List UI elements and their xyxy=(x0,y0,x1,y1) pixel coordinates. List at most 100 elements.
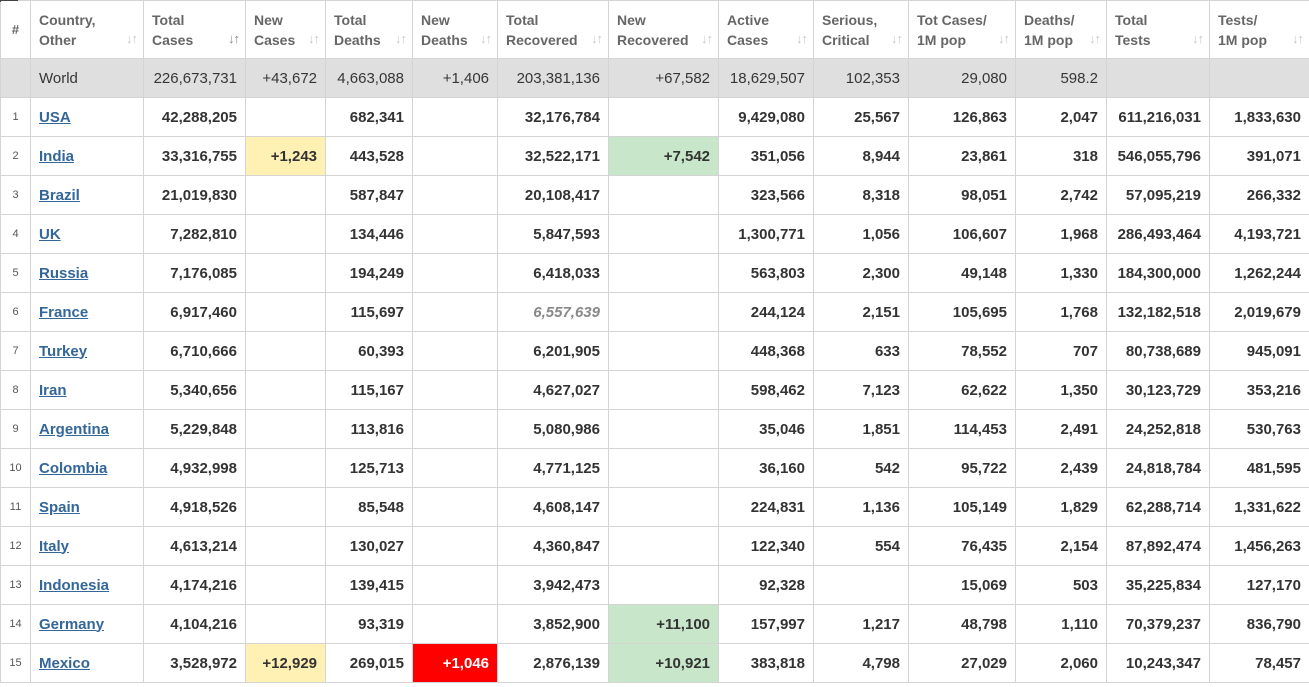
cell-tests-per-m: 266,332 xyxy=(1209,175,1309,215)
cell-total-recovered: 3,942,473 xyxy=(497,565,609,605)
column-header-label: New xyxy=(254,11,283,28)
cell-total-cases: 4,174,216 xyxy=(143,565,246,605)
cell-total-recovered: 4,771,125 xyxy=(497,448,609,488)
column-header-total-cases[interactable]: Total Cases ↓↑ xyxy=(143,0,246,59)
cell-tests-per-m xyxy=(1209,58,1309,98)
column-header-cases-per-million[interactable]: Tot Cases/1M pop ↓↑ xyxy=(908,0,1016,59)
cell-new-deaths xyxy=(412,604,498,644)
cell-deaths-per-m: 1,968 xyxy=(1015,214,1107,254)
sort-arrows-icon[interactable]: ↓↑ xyxy=(1192,31,1204,46)
cell-deaths-per-m: 1,768 xyxy=(1015,292,1107,332)
column-header-new-recovered[interactable]: New Recovered ↓↑ xyxy=(608,0,719,59)
cell-active-cases: 563,803 xyxy=(718,253,814,293)
cell-new-cases xyxy=(245,526,326,566)
cell-total-cases: 7,176,085 xyxy=(143,253,246,293)
cell-rank: 1 xyxy=(0,97,31,137)
cell-deaths-per-m: 2,060 xyxy=(1015,643,1107,683)
cell-tests-per-m: 353,216 xyxy=(1209,370,1309,410)
table-row: 6 France 6,917,460 115,697 6,557,639 244,124 2… xyxy=(0,292,1309,332)
cell-serious: 1,851 xyxy=(813,409,909,449)
column-header-country[interactable]: Country, Other ↓↑ xyxy=(30,0,144,59)
table-row: 14 Germany 4,104,216 93,319 3,852,900 +11,100… xyxy=(0,604,1309,644)
cell-total-cases: 33,316,755 xyxy=(143,136,246,176)
table-row: 5 Russia 7,176,085 194,249 6,418,033 563,803 2… xyxy=(0,253,1309,293)
cell-total-cases: 3,528,972 xyxy=(143,643,246,683)
cell-serious: 4,798 xyxy=(813,643,909,683)
country-link[interactable]: France xyxy=(39,303,89,321)
column-header-serious-critical[interactable]: Serious, Critical ↓↑ xyxy=(813,0,909,59)
cell-tests-per-m: 481,595 xyxy=(1209,448,1309,488)
cell-cases-per-m: 27,029 xyxy=(908,643,1016,683)
table-row: 7 Turkey 6,710,666 60,393 6,201,905 448,368 63… xyxy=(0,331,1309,371)
cell-active-cases: 122,340 xyxy=(718,526,814,566)
country-link[interactable]: Spain xyxy=(39,498,80,516)
cell-rank: 4 xyxy=(0,214,31,254)
cell-total-cases: 42,288,205 xyxy=(143,97,246,137)
country-link[interactable]: Colombia xyxy=(39,459,108,477)
country-link[interactable]: Russia xyxy=(39,264,89,282)
column-header-deaths-per-million[interactable]: Deaths/1M pop ↓↑ xyxy=(1015,0,1107,59)
cell-total-deaths: 113,816 xyxy=(325,409,413,449)
column-header-tests-per-million[interactable]: Tests/1M pop ↓↑ xyxy=(1209,0,1309,59)
sort-arrows-icon[interactable]: ↓↑ xyxy=(701,31,713,46)
column-header-total-tests[interactable]: Total Tests ↓↑ xyxy=(1106,0,1210,59)
cell-new-deaths: +1,406 xyxy=(412,58,498,98)
column-header-label: New xyxy=(421,11,450,28)
sort-arrows-icon[interactable]: ↓↑ xyxy=(998,31,1010,46)
country-link[interactable]: Iran xyxy=(39,381,67,399)
cell-rank: 14 xyxy=(0,604,31,644)
sort-arrows-icon[interactable]: ↓↑ xyxy=(126,31,138,46)
country-link[interactable]: Argentina xyxy=(39,420,110,438)
cell-tests-per-m: 2,019,679 xyxy=(1209,292,1309,332)
sort-arrows-icon[interactable]: ↓↑ xyxy=(1089,31,1101,46)
cell-total-deaths: 130,027 xyxy=(325,526,413,566)
cell-total-deaths: 269,015 xyxy=(325,643,413,683)
column-header-total-deaths[interactable]: Total Deaths ↓↑ xyxy=(325,0,413,59)
sort-arrows-icon[interactable]: ↓↑ xyxy=(1292,31,1304,46)
sort-arrows-icon[interactable]: ↓↑ xyxy=(591,31,603,46)
column-header-active-cases[interactable]: Active Cases ↓↑ xyxy=(718,0,814,59)
country-link[interactable]: Brazil xyxy=(39,186,80,204)
country-link[interactable]: Mexico xyxy=(39,654,90,672)
country-link[interactable]: USA xyxy=(39,108,71,126)
cell-new-recovered xyxy=(608,487,719,527)
sort-arrows-icon[interactable]: ↓↑ xyxy=(228,31,240,46)
country-link[interactable]: Italy xyxy=(39,537,70,555)
cell-serious: 633 xyxy=(813,331,909,371)
cell-country: India xyxy=(30,136,144,176)
cell-total-tests: 62,288,714 xyxy=(1106,487,1210,527)
sort-arrows-icon[interactable]: ↓↑ xyxy=(480,31,492,46)
cell-country: Germany xyxy=(30,604,144,644)
cell-tests-per-m: 4,193,721 xyxy=(1209,214,1309,254)
column-header-new-deaths[interactable]: New Deaths ↓↑ xyxy=(412,0,498,59)
sort-arrows-icon[interactable]: ↓↑ xyxy=(308,31,320,46)
cell-total-tests: 24,818,784 xyxy=(1106,448,1210,488)
column-header-label: Deaths xyxy=(421,31,468,48)
cell-rank: 2 xyxy=(0,136,31,176)
column-header-label: Critical xyxy=(822,31,870,48)
cell-new-cases xyxy=(245,175,326,215)
column-header-label: Deaths xyxy=(334,31,381,48)
cell-total-deaths: 587,847 xyxy=(325,175,413,215)
cell-new-deaths xyxy=(412,253,498,293)
country-link[interactable]: UK xyxy=(39,225,61,243)
sort-arrows-icon[interactable]: ↓↑ xyxy=(796,31,808,46)
cell-deaths-per-m: 707 xyxy=(1015,331,1107,371)
cell-new-cases xyxy=(245,214,326,254)
country-link[interactable]: Germany xyxy=(39,615,105,633)
column-header-new-cases[interactable]: New Cases ↓↑ xyxy=(245,0,326,59)
cell-country: USA xyxy=(30,97,144,137)
cell-total-cases: 7,282,810 xyxy=(143,214,246,254)
cell-rank: 10 xyxy=(0,448,31,488)
column-header-label: Recovered xyxy=(617,31,689,48)
column-header-rank[interactable]: # xyxy=(0,0,31,59)
column-header-total-recovered[interactable]: Total Recovered ↓↑ xyxy=(497,0,609,59)
sort-arrows-icon[interactable]: ↓↑ xyxy=(891,31,903,46)
country-link[interactable]: Turkey xyxy=(39,342,88,360)
country-link[interactable]: India xyxy=(39,147,75,165)
cell-new-deaths xyxy=(412,370,498,410)
sort-arrows-icon[interactable]: ↓↑ xyxy=(395,31,407,46)
country-link[interactable]: Indonesia xyxy=(39,576,110,594)
cell-deaths-per-m: 2,047 xyxy=(1015,97,1107,137)
cell-active-cases: 244,124 xyxy=(718,292,814,332)
